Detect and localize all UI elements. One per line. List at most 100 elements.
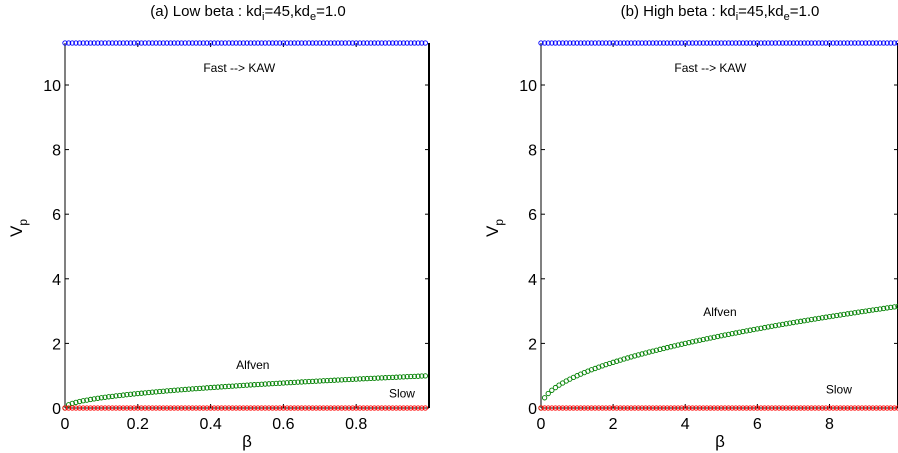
data-point <box>606 360 613 367</box>
data-point <box>844 40 851 46</box>
data-point <box>826 40 833 46</box>
data-point <box>364 375 370 382</box>
data-point <box>397 40 403 46</box>
data-point <box>353 376 359 382</box>
data-point <box>812 405 818 411</box>
data-point <box>660 345 667 352</box>
data-point <box>646 405 652 411</box>
data-point <box>160 40 166 46</box>
data-point <box>797 40 804 46</box>
y-tick-label: 4 <box>52 272 61 289</box>
data-point <box>422 405 429 411</box>
data-point <box>628 354 634 360</box>
data-point <box>91 40 97 46</box>
data-point <box>258 40 265 46</box>
data-point <box>697 405 703 411</box>
data-point <box>675 40 681 46</box>
data-point <box>262 405 268 411</box>
data-point <box>408 40 414 46</box>
data-point <box>244 405 250 411</box>
data-point <box>754 405 761 411</box>
data-point <box>794 319 800 325</box>
data-point <box>324 377 330 384</box>
data-point <box>258 405 265 411</box>
data-point <box>182 386 188 393</box>
data-point <box>419 405 425 411</box>
data-point <box>280 40 287 46</box>
data-point <box>549 40 555 46</box>
data-point <box>538 40 544 46</box>
data-point <box>855 40 861 46</box>
data-point <box>204 40 210 46</box>
data-point <box>73 399 79 406</box>
data-point <box>193 385 199 392</box>
data-point <box>171 40 177 46</box>
data-point <box>178 387 185 393</box>
data-point <box>298 405 305 411</box>
data-point <box>725 405 732 411</box>
data-point <box>769 405 775 411</box>
data-point <box>682 340 688 347</box>
data-point <box>567 40 573 46</box>
data-point <box>226 405 232 411</box>
data-point <box>736 40 742 46</box>
data-point <box>592 40 598 46</box>
data-point <box>113 393 119 399</box>
data-point <box>357 376 363 382</box>
data-point <box>84 40 90 46</box>
data-point <box>91 405 97 411</box>
data-point <box>826 405 833 411</box>
data-point <box>109 40 115 46</box>
data-point <box>386 374 392 381</box>
data-point <box>873 306 880 313</box>
data-point <box>95 40 101 46</box>
data-point <box>646 349 652 355</box>
data-point <box>309 405 316 411</box>
data-point <box>578 405 584 411</box>
data-point <box>342 405 348 411</box>
data-point <box>397 405 403 411</box>
data-point <box>819 315 825 321</box>
data-point <box>722 40 728 46</box>
data-point <box>291 40 297 46</box>
data-point <box>816 40 822 46</box>
data-point <box>389 405 396 411</box>
data-point <box>642 405 649 411</box>
annotation: Alfven <box>236 358 269 372</box>
data-point <box>106 405 112 411</box>
data-point <box>229 40 236 46</box>
data-point <box>251 382 257 388</box>
data-point <box>419 373 425 379</box>
data-point <box>146 40 152 46</box>
data-point <box>639 351 645 357</box>
data-point <box>368 40 374 46</box>
data-point <box>269 40 276 46</box>
data-point <box>541 395 548 401</box>
data-point <box>761 405 768 411</box>
x-axis-label: β <box>715 432 725 451</box>
data-point <box>295 405 301 411</box>
data-point <box>167 405 174 411</box>
data-point <box>873 40 880 46</box>
data-point <box>617 405 623 411</box>
data-point <box>69 405 75 411</box>
data-point <box>266 381 272 387</box>
data-point <box>175 40 181 46</box>
data-point <box>689 339 696 345</box>
data-point <box>240 405 247 411</box>
data-point <box>375 40 381 46</box>
data-point <box>419 40 425 46</box>
data-point <box>171 387 177 393</box>
data-point <box>650 40 656 46</box>
data-point <box>704 405 710 411</box>
data-point <box>309 378 316 385</box>
data-point <box>751 405 757 411</box>
y-tick-label: 0 <box>528 401 537 418</box>
data-point <box>138 40 145 46</box>
series-slow <box>62 405 429 411</box>
data-point <box>266 405 272 411</box>
data-point <box>80 398 86 404</box>
data-point <box>628 40 634 46</box>
data-point <box>707 335 714 341</box>
data-point <box>338 40 345 46</box>
